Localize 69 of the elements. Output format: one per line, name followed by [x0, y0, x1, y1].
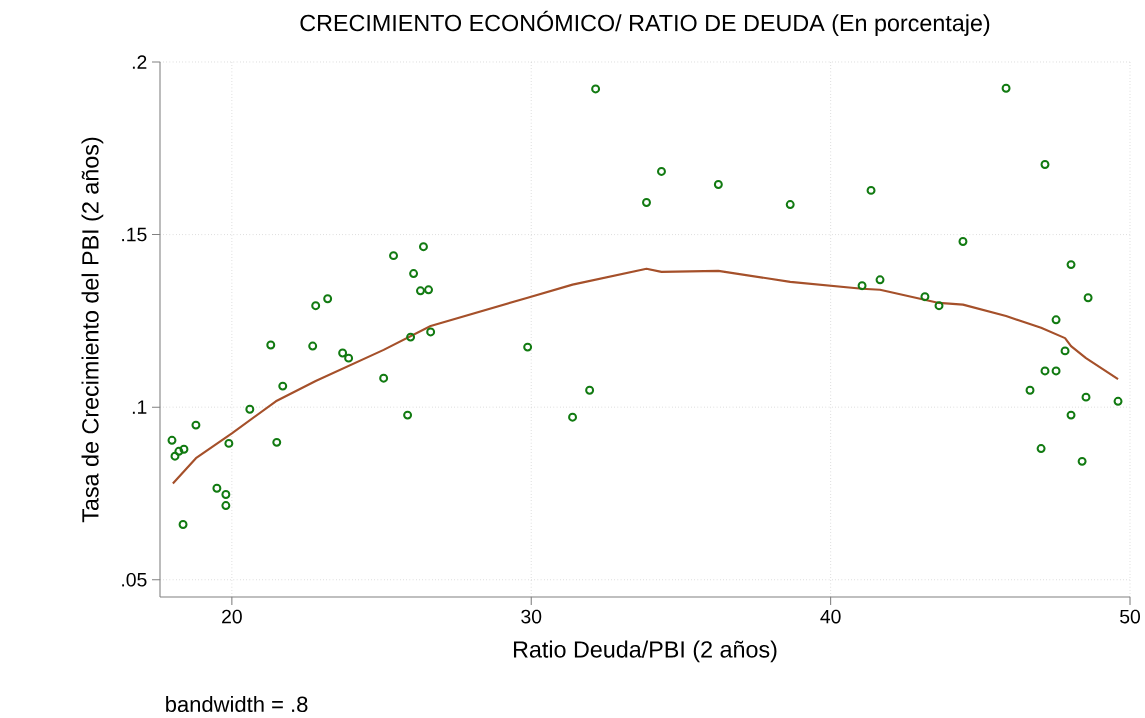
- x-tick-label: 20: [222, 609, 242, 624]
- point: [344, 353, 354, 363]
- point: [591, 84, 601, 94]
- point: [1081, 392, 1091, 402]
- y-tick-label: .15: [122, 227, 147, 242]
- point: [170, 451, 180, 461]
- point: [245, 404, 255, 414]
- point: [167, 435, 177, 445]
- point: [308, 341, 318, 351]
- point: [785, 200, 795, 210]
- point: [1001, 83, 1011, 93]
- point: [657, 166, 666, 176]
- point: [221, 490, 231, 499]
- point: [523, 342, 533, 352]
- point: [1083, 293, 1093, 303]
- point: [585, 385, 595, 395]
- point: [191, 420, 201, 430]
- point: [179, 444, 189, 454]
- point: [1066, 260, 1076, 270]
- point: [1040, 160, 1050, 169]
- point: [379, 373, 389, 383]
- point: [409, 269, 419, 279]
- y-axis-title: Tasa de Crecimiento del PBI (2 años): [81, 137, 104, 523]
- point: [1060, 346, 1070, 356]
- point: [338, 348, 348, 358]
- point: [424, 285, 434, 295]
- point: [866, 185, 876, 195]
- point: [272, 437, 282, 447]
- point: [642, 198, 651, 207]
- point: [920, 292, 930, 302]
- point: [416, 286, 425, 296]
- point: [406, 332, 416, 342]
- point: [266, 340, 276, 350]
- point: [174, 446, 184, 456]
- point: [419, 242, 428, 252]
- point: [568, 412, 578, 422]
- point: [1025, 385, 1035, 395]
- point: [426, 327, 436, 337]
- point: [178, 520, 188, 529]
- point: [389, 251, 398, 261]
- point: [1036, 444, 1046, 454]
- point: [713, 180, 723, 189]
- point: [212, 483, 222, 493]
- point: [311, 301, 321, 311]
- point: [1077, 456, 1087, 466]
- point: [1051, 366, 1061, 376]
- text: bandwidth = .8: [166, 695, 308, 713]
- x-axis-title: Ratio Deuda/PBI (2 años): [513, 640, 777, 663]
- chart-title: CRECIMIENTO ECONÓMICO/ RATIO DE DEUDA (En porcentaje): [300, 10, 990, 36]
- x-tick-label: 30: [521, 609, 542, 624]
- point: [224, 438, 234, 448]
- point: [875, 275, 885, 285]
- point: [1040, 366, 1050, 376]
- y-tick-label: .1: [132, 400, 147, 414]
- point: [1113, 396, 1123, 406]
- point: [278, 381, 288, 391]
- point: [857, 281, 867, 291]
- line-series: [171, 267, 1120, 485]
- x-tick-label: 40: [820, 609, 841, 624]
- point: [1066, 410, 1076, 420]
- point: [934, 301, 944, 311]
- point: [403, 410, 413, 420]
- y-tick-label: .2: [132, 55, 147, 69]
- point: [221, 501, 231, 510]
- x-tick-label: 50: [1120, 609, 1141, 624]
- point: [323, 294, 333, 304]
- point: [958, 237, 968, 246]
- point: [1051, 315, 1061, 325]
- y-tick-label: .05: [122, 572, 147, 587]
